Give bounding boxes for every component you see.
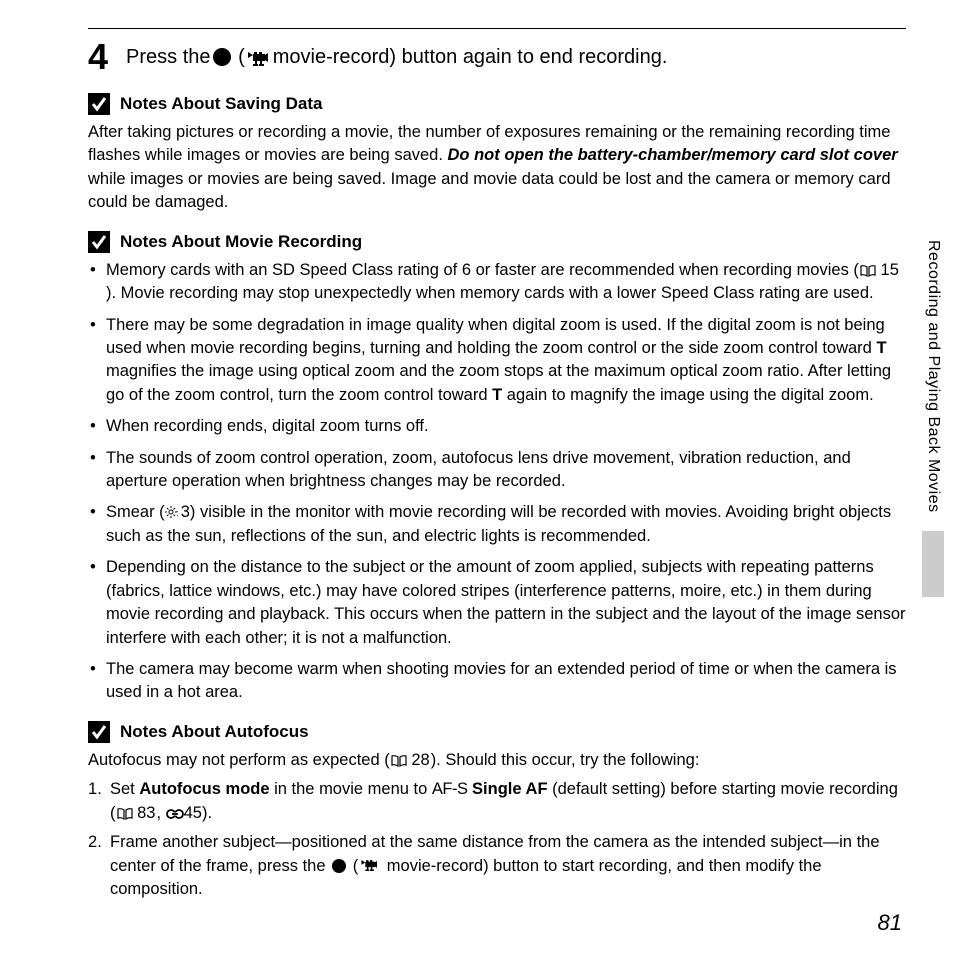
text: ) visible in the monitor with movie reco…: [106, 503, 891, 544]
ref-num: 28: [411, 749, 429, 772]
list-item: When recording ends, digital zoom turns …: [88, 415, 906, 438]
ref-num: 3: [181, 503, 190, 521]
check-icon: [88, 721, 110, 743]
svg-text::: :: [176, 508, 179, 518]
note-heading: Notes About Saving Data: [88, 93, 906, 115]
note-body: Autofocus may not perform as expected ( …: [88, 749, 906, 902]
recording-bullets: Memory cards with an SD Speed Class rati…: [88, 259, 906, 705]
ref-num: 15: [881, 259, 899, 282]
text: ). Should this occur, try the following:: [431, 751, 700, 769]
list-item: Smear (:3) visible in the monitor with m…: [88, 501, 906, 548]
text: Smear (: [106, 503, 165, 521]
note-movie-recording: Notes About Movie Recording Memory cards…: [88, 231, 906, 705]
note-autofocus: Notes About Autofocus Autofocus may not …: [88, 721, 906, 902]
step-pre: Press the: [126, 46, 210, 69]
bold-text: Single AF: [467, 780, 547, 798]
note-title: Notes About Autofocus: [120, 722, 309, 742]
list-item: The sounds of zoom control operation, zo…: [88, 447, 906, 494]
text: Memory cards with an SD Speed Class rati…: [106, 261, 859, 279]
record-dot-icon: [213, 48, 231, 66]
note-title: Notes About Saving Data: [120, 94, 322, 114]
movie-record-icon: [248, 48, 270, 66]
note-heading: Notes About Autofocus: [88, 721, 906, 743]
list-item: Frame another subject—positioned at the …: [88, 831, 906, 901]
note-saving-data: Notes About Saving Data After taking pic…: [88, 93, 906, 215]
step-text: Press the ( movie-record) button again t…: [126, 46, 667, 69]
check-icon: [88, 93, 110, 115]
note-body: After taking pictures or recording a mov…: [88, 121, 906, 215]
book-ref-icon: 28: [391, 749, 430, 772]
check-icon: [88, 231, 110, 253]
saving-post: while images or movies are being saved. …: [88, 170, 891, 211]
book-ref-icon: 15: [860, 259, 899, 282]
list-item: There may be some degradation in image q…: [88, 314, 906, 408]
paren-open: (: [348, 857, 358, 875]
af-s-icon: AF-S: [432, 780, 468, 798]
manual-page: 4 Press the ( movie-record) button again…: [0, 0, 954, 954]
text: in the movie menu to: [270, 780, 432, 798]
page-number: 81: [878, 910, 902, 936]
ref-num: 83: [137, 802, 155, 825]
note-heading: Notes About Movie Recording: [88, 231, 906, 253]
list-item: The camera may become warm when shooting…: [88, 658, 906, 705]
text: ,: [156, 804, 165, 822]
bold-text: Autofocus mode: [139, 780, 269, 798]
movie-record-icon: [361, 857, 379, 871]
section-indicator: [922, 531, 944, 597]
list-item: Depending on the distance to the subject…: [88, 556, 906, 650]
list-item: Set Autofocus mode in the movie menu to …: [88, 778, 906, 825]
text: ). Movie recording may stop unexpectedly…: [106, 284, 874, 302]
section-label: Recording and Playing Back Movies: [924, 240, 942, 513]
tele-icon: T: [876, 339, 886, 357]
saving-bold: Do not open the battery-chamber/memory c…: [448, 146, 898, 164]
note-body: Memory cards with an SD Speed Class rati…: [88, 259, 906, 705]
book-ref-icon: 83: [117, 802, 156, 825]
step-4: 4 Press the ( movie-record) button again…: [88, 39, 906, 75]
link-ref-icon: [166, 804, 184, 822]
record-dot-icon: [332, 859, 346, 873]
step-number: 4: [88, 39, 108, 75]
section-tab: Recording and Playing Back Movies: [912, 240, 954, 597]
ref-num: 45: [184, 804, 202, 822]
text: There may be some degradation in image q…: [106, 316, 885, 357]
text: ).: [202, 804, 212, 822]
note-title: Notes About Movie Recording: [120, 232, 362, 252]
tele-icon: T: [492, 386, 502, 404]
af-intro: Autofocus may not perform as expected ( …: [88, 749, 906, 772]
paren-open: (: [233, 46, 245, 69]
list-item: Memory cards with an SD Speed Class rati…: [88, 259, 906, 306]
text: Set: [110, 780, 139, 798]
sun-ref-icon: :: [165, 503, 181, 521]
step-mid: movie-record) button again to end record…: [273, 46, 668, 69]
text: again to magnify the image using the dig…: [502, 386, 873, 404]
top-rule: [88, 28, 906, 29]
text: Autofocus may not perform as expected (: [88, 751, 390, 769]
af-steps: Set Autofocus mode in the movie menu to …: [88, 778, 906, 901]
